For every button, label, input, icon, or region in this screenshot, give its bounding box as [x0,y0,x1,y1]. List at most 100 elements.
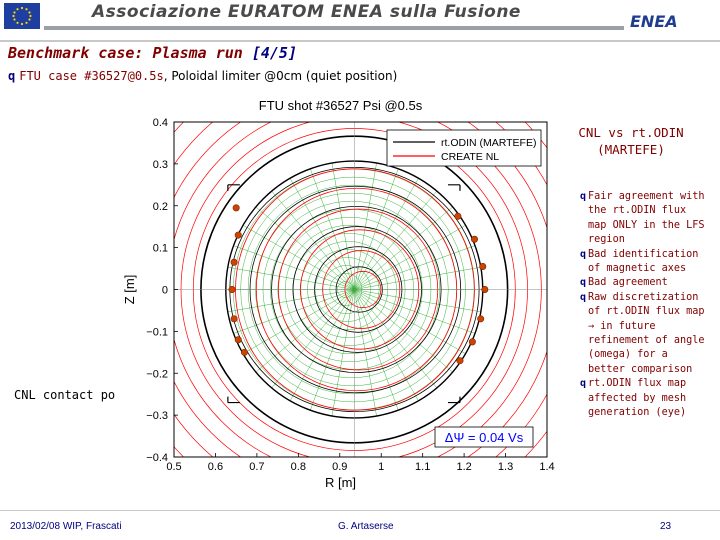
chart-title: FTU shot #36527 Psi @0.5s [259,98,423,113]
mesh-radial-line [354,289,453,373]
port-bracket [227,396,240,404]
contact-point-marker [234,231,242,239]
port-bracket [447,184,461,191]
mesh-radial-line [354,289,419,401]
mesh-radial-line [310,168,355,290]
side-title-line2: (MARTEFE) [597,142,665,157]
contact-point-marker [230,258,238,266]
note-item: q Bad identification of magnetic axes [580,248,710,277]
note-item: q Raw discretization of rt.ODIN flux map … [580,291,710,377]
contact-point-marker [470,235,478,243]
note-item: q Bad agreement [580,276,710,290]
banner-stripe [44,26,624,30]
contact-point-marker [228,286,236,294]
plot-area [174,122,547,457]
contact-point-marker [477,315,485,323]
contact-point-marker [468,338,476,346]
note-bullet: q [580,277,587,289]
contact-point-marker [479,262,487,270]
contact-label: CNL contact po [14,388,116,402]
mesh-radial-line [289,178,355,290]
eu-flag-icon [4,3,40,29]
y-tick-label: −0.3 [146,410,168,422]
x-tick-label: 0.7 [249,461,264,473]
note-bullet: q [580,191,587,202]
side-title: CNL vs rt.ODIN (MARTEFE) [566,124,696,158]
y-tick-label: 0.4 [153,117,168,129]
x-tick-label: 1.3 [498,461,513,473]
subtitle-bullet: q [8,69,16,83]
mesh-radial-line [354,206,453,290]
y-tick-label: 0.3 [153,159,168,171]
footer-date: 2013/02/08 WIP, Frascati [10,521,122,532]
note-item: q rt.ODIN flux map affected by mesh gener… [580,377,710,420]
footer-author: G. Artaserse [338,521,394,532]
y-tick-label: −0.1 [146,326,168,338]
legend-box [386,129,542,167]
banner: Associazione EURATOM ENEA sulla Fusione … [0,0,720,38]
mesh-radial-line [354,178,419,290]
x-tick-label: 0.8 [291,461,306,473]
mesh-radial-line [242,289,355,354]
footer-divider [0,510,720,511]
mesh-radial-line [354,190,438,290]
mesh-radial-line [233,289,355,334]
slide-title-page: [4/5] [251,44,297,62]
mesh-radial-line [227,266,355,290]
contact-point-marker [456,357,464,365]
mesh-radial-line [233,245,355,290]
mesh-radial-line [310,289,355,411]
x-tick-label: 1.4 [539,461,554,473]
psi-plot-svg: FTU shot #36527 Psi @0.5s 0.5 0.6 0.7 0.8 0.9… [122,98,555,490]
note-text: Raw discretization of rt.ODIN flux map →… [588,291,705,375]
mesh-radial-line [289,289,355,401]
note-text: Bad identification of magnetic axes [588,248,699,275]
contact-point-marker [481,286,489,294]
footer-page-number: 23 [660,521,672,532]
banner-title: Associazione EURATOM ENEA sulla Fusione [92,2,521,22]
y-tick-label: −0.2 [146,368,168,380]
note-bullet: q [580,378,587,390]
slide-title-main: Benchmark case: Plasma run [8,44,252,62]
legend-label: rt.ODIN (MARTEFE) [441,137,536,149]
contact-point-marker [230,315,238,323]
contact-point-marker [234,336,242,344]
header-divider [0,40,720,42]
contact-point-marker [232,204,240,212]
subtitle-case: FTU case #36527@0.5s [19,69,164,83]
mesh-radial-line [354,289,438,389]
x-axis-label: R [m] [325,475,356,490]
x-tick-label: 0.5 [166,461,181,473]
note-text: Fair agreement with the rt.ODIN flux map… [588,191,705,246]
mesh-radial-line [271,289,355,389]
mesh-radial-line [227,289,355,313]
notes-list: q Fair agreement with the rt.ODIN flux ma… [580,190,710,421]
enea-logo: ENEA [630,12,678,31]
x-tick-label: 1.1 [415,461,430,473]
note-text: Bad agreement [588,277,668,289]
port-bracket [447,396,461,404]
slide-title: Benchmark case: Plasma run [4/5] [8,44,297,62]
mesh-radial-line [271,190,355,290]
y-tick-label: 0 [162,285,168,297]
x-tick-label: 1.2 [456,461,471,473]
note-text: rt.ODIN flux map affected by mesh genera… [588,378,687,419]
legend-label: CREATE NL [441,151,499,163]
slide-subtitle: q FTU case #36527@0.5s, Poloidal limiter … [8,69,397,83]
note-bullet: q [580,291,587,303]
port-bracket [227,184,240,191]
subtitle-detail: , Poloidal limiter @0cm (quiet position) [163,69,398,83]
side-title-line1: CNL vs rt.ODIN [578,125,684,140]
annotation-box [434,426,534,448]
y-tick-label: 0.2 [153,201,168,213]
psi-plot: FTU shot #36527 Psi @0.5s 0.5 0.6 0.7 0.8 0.9… [118,95,578,500]
mesh-radial-line [242,225,355,290]
note-bullet: q [580,248,587,260]
y-axis-label: Z [m] [122,275,137,305]
contact-point-marker [454,212,462,220]
x-tick-label: 1 [378,461,384,473]
y-tick-label: 0.1 [153,243,168,255]
note-item: q Fair agreement with the rt.ODIN flux ma… [580,190,710,248]
contact-point-marker [240,348,248,356]
annotation-label: ΔΨ = 0.04 Vs [445,430,524,445]
